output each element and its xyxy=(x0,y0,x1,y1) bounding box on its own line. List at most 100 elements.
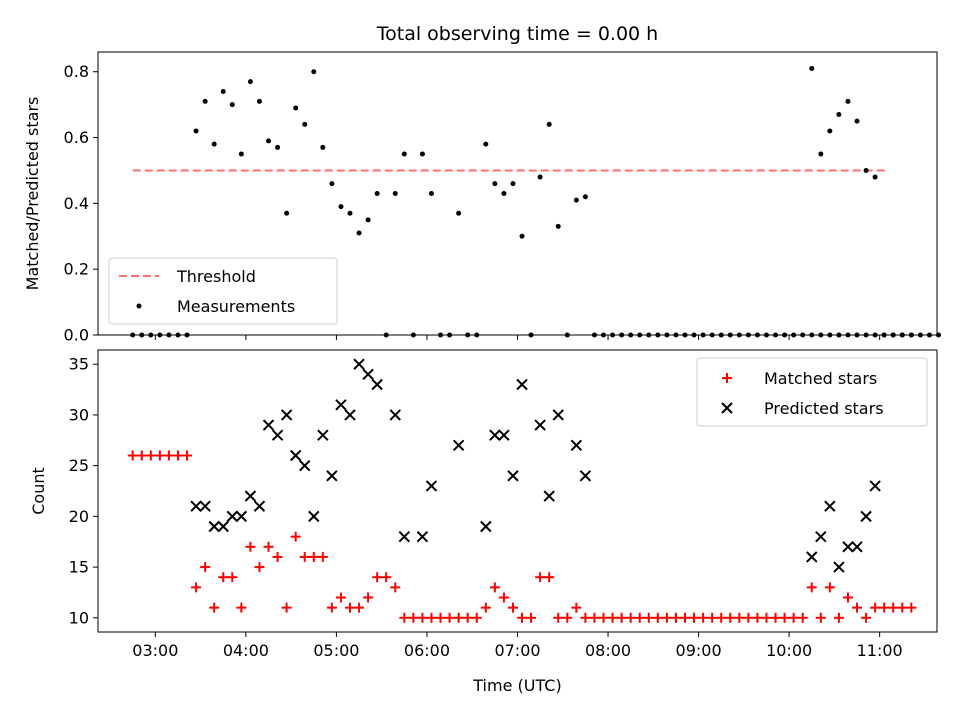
matched-star-point xyxy=(562,612,573,623)
matched-star-point xyxy=(788,612,799,623)
matched-star-point xyxy=(471,612,482,623)
matched-star-point xyxy=(526,612,537,623)
matched-star-point xyxy=(870,602,881,613)
predicted-star-point xyxy=(425,480,438,492)
matched-star-point xyxy=(372,572,383,583)
matched-star-point xyxy=(652,612,663,623)
measurement-point xyxy=(220,88,226,94)
bottom-panel: 10 15 20 25 30 35 03:00 04:00 05:00 06:00 07:00 08:… xyxy=(29,349,938,695)
matched-star-point xyxy=(326,602,337,613)
x-tick-label: 04:00 xyxy=(223,641,269,660)
matched-star-point xyxy=(209,602,220,613)
matched-star-point xyxy=(507,602,518,613)
matched-star-point xyxy=(852,602,863,613)
measurement-point xyxy=(419,151,425,157)
measurement-point xyxy=(537,174,543,180)
predicted-star-point xyxy=(253,500,266,512)
matched-star-point xyxy=(299,551,310,562)
matched-star-point xyxy=(236,602,247,613)
matched-star-point xyxy=(517,612,528,623)
matched-star-point xyxy=(435,612,446,623)
matched-star-point xyxy=(670,612,681,623)
matched-star-point xyxy=(643,612,654,623)
measurement-point xyxy=(320,144,326,150)
bottom-y-tick-label: 10 xyxy=(69,608,89,627)
matched-star-point xyxy=(535,572,546,583)
legend-threshold-label: Threshold xyxy=(176,267,256,286)
predicted-star-point xyxy=(280,409,293,421)
bottom-y-axis-label: Count xyxy=(29,467,48,515)
measurement-point xyxy=(836,112,842,118)
measurement-point xyxy=(519,233,525,239)
matched-star-point xyxy=(163,450,174,461)
x-tick-label: 03:00 xyxy=(132,641,178,660)
matched-star-point xyxy=(861,612,872,623)
measurement-point xyxy=(302,121,308,127)
x-axis-label: Time (UTC) xyxy=(472,676,561,695)
matched-star-point xyxy=(725,612,736,623)
matched-star-point xyxy=(752,612,763,623)
measurement-point xyxy=(818,151,824,157)
matched-star-point xyxy=(716,612,727,623)
top-y-axis-label: Matched/Predicted stars xyxy=(23,97,42,291)
predicted-star-point xyxy=(353,358,365,370)
matched-star-point xyxy=(363,592,374,603)
legend-matched-swatch xyxy=(722,373,732,383)
matched-star-point xyxy=(408,612,419,623)
matched-star-point xyxy=(345,602,356,613)
measurement-point xyxy=(555,223,561,229)
predicted-star-point xyxy=(317,429,329,441)
predicted-star-point xyxy=(452,439,465,452)
legend-matched-label: Matched stars xyxy=(764,369,877,388)
predicted-star-point xyxy=(570,439,583,452)
matched-star-point xyxy=(879,602,890,613)
matched-star-point xyxy=(335,592,346,603)
measurement-point xyxy=(347,210,353,216)
measurement-point xyxy=(356,230,362,236)
measurement-point xyxy=(374,191,380,196)
measurement-point xyxy=(573,197,579,203)
bottom-y-tick-label: 30 xyxy=(69,405,89,424)
matched-star-point xyxy=(308,551,319,562)
measurement-point xyxy=(456,210,462,216)
top-plot-area: 0.0 0.2 0.4 0.6 0.8 Threshold Measurements xyxy=(64,51,942,345)
matched-star-point xyxy=(607,612,618,623)
top-legend: Threshold Measurements xyxy=(108,257,338,325)
matched-star-point xyxy=(354,602,365,613)
predicted-star-point xyxy=(498,429,510,441)
matched-star-point xyxy=(227,572,238,583)
legend-predicted-label: Predicted stars xyxy=(764,399,884,418)
predicted-star-point xyxy=(271,429,284,441)
x-tick-label: 06:00 xyxy=(404,641,450,660)
measurement-point xyxy=(401,151,407,157)
matched-star-point xyxy=(661,612,672,623)
matched-star-point xyxy=(779,612,790,623)
bottom-plot-area: 10 15 20 25 30 35 03:00 04:00 05:00 06:00 07:00 08:… xyxy=(69,349,938,660)
matched-star-point xyxy=(182,450,193,461)
measurement-point xyxy=(809,65,815,71)
matched-star-point xyxy=(634,612,645,623)
matched-star-point xyxy=(544,572,555,583)
measurement-point xyxy=(365,217,371,223)
predicted-star-point xyxy=(516,378,528,391)
predicted-star-point xyxy=(579,470,592,482)
matched-star-point xyxy=(553,612,564,623)
matched-star-point xyxy=(263,541,274,552)
predicted-star-point xyxy=(389,409,401,421)
matched-star-point xyxy=(136,450,147,461)
predicted-star-point xyxy=(335,399,347,411)
predicted-star-point xyxy=(860,510,872,523)
measurement-point xyxy=(311,69,317,75)
matched-star-point xyxy=(381,572,392,583)
matched-star-point xyxy=(734,612,745,623)
matched-star-point xyxy=(390,582,401,593)
matched-star-point xyxy=(200,562,211,573)
matched-star-point xyxy=(761,612,772,623)
matched-star-point xyxy=(589,612,600,623)
predicted-star-point xyxy=(217,520,229,533)
x-tick-label: 08:00 xyxy=(585,641,631,660)
measurement-point xyxy=(510,181,516,187)
matched-star-point xyxy=(770,612,781,623)
matched-star-point xyxy=(806,582,817,593)
matched-star-point xyxy=(127,450,138,461)
